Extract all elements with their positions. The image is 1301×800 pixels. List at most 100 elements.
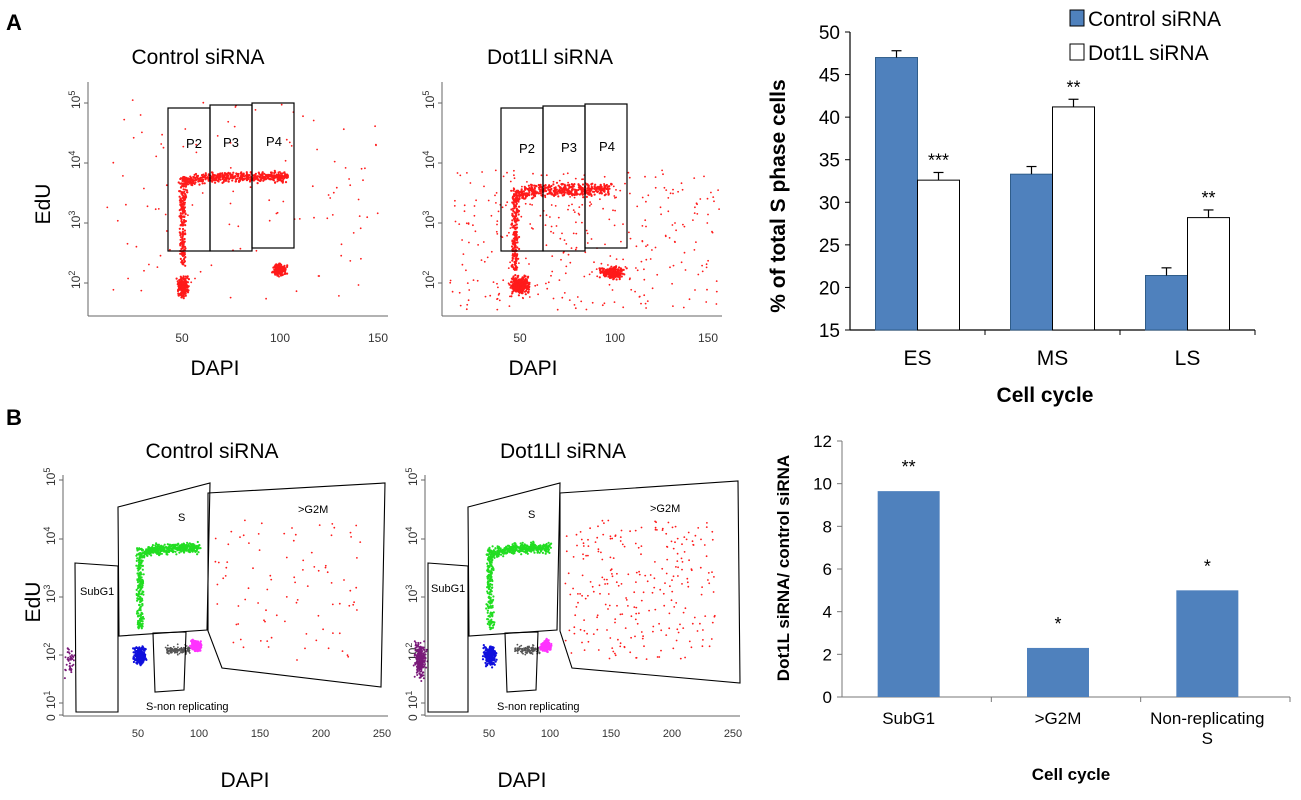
event-dot [509,546,512,549]
event-dot [164,646,167,649]
event-dot [167,647,170,650]
event-dot [596,275,599,278]
event-dot [183,282,186,285]
event-dot [512,547,515,550]
event-dot [574,188,577,192]
event-dot [458,223,461,226]
event-dot [491,600,494,603]
event-dot [604,187,606,190]
event-dot [512,552,515,555]
event-dot [580,300,583,303]
event-dot [138,656,141,659]
event-dot [184,287,187,290]
event-dot [600,262,603,265]
event-dot [663,186,666,189]
event-dot [219,173,222,176]
event-dot [524,279,527,282]
event-dot [618,278,621,281]
event-dot [559,186,562,189]
event-dot [239,638,242,641]
event-dot [132,136,135,139]
event-dot [278,272,281,275]
event-dot [136,597,139,600]
event-dot [510,189,513,192]
event-dot [490,586,494,590]
event-dot [494,169,497,172]
event-dot [492,623,496,626]
event-dot [572,209,575,212]
event-dot [574,177,577,180]
event-dot [248,542,250,544]
event-dot [227,171,230,174]
event-dot [614,209,616,212]
event-dot [143,657,146,660]
event-dot [511,292,513,295]
event-dot [546,192,549,196]
event-dot [264,620,266,623]
event-dot [620,270,623,273]
event-dot [555,225,558,227]
event-dot [257,533,260,535]
event-dot [513,174,515,177]
event-dot [701,270,704,273]
event-dot [629,237,632,240]
event-dot [177,546,180,550]
event-dot [495,658,498,661]
event-dot [557,189,561,193]
event-dot [490,618,493,621]
event-dot [284,271,287,274]
event-dot [561,182,564,186]
event-dot [667,197,670,199]
event-dot [506,171,508,174]
event-dot [239,536,241,538]
event-dot [463,204,466,207]
event-dot [68,667,71,670]
event-dot [671,224,674,226]
event-dot [494,194,496,197]
event-dot [66,647,69,650]
event-dot [682,223,684,226]
event-dot [139,617,142,620]
y-tick-label: 0 [44,714,58,721]
event-dot [544,224,547,227]
event-dot [181,280,184,283]
event-dot [603,271,607,274]
event-dot [136,587,140,590]
event-dot [196,553,199,556]
event-dot [348,178,350,180]
event-dot [185,645,188,647]
event-dot [70,650,73,653]
event-dot [513,169,515,172]
y-tick-label: 104 [421,151,437,169]
event-dot [656,273,659,276]
event-dot [628,176,631,179]
event-dot [521,541,524,544]
event-dot [608,283,611,286]
event-dot [179,275,182,278]
event-dot [545,214,548,217]
event-dot [591,271,593,273]
event-dot [531,546,534,549]
event-dot [707,213,709,216]
event-dot [195,647,198,651]
event-dot [237,180,241,183]
event-dot [603,189,606,192]
gate-label-p3: P3 [561,140,577,155]
y-tick-label: 105 [42,468,58,486]
event-dot [163,550,166,553]
event-dot [168,547,171,551]
event-dot [601,304,604,307]
event-dot [259,640,262,642]
event-dot [487,596,490,599]
event-dot [132,651,135,654]
event-dot [513,284,516,287]
event-dot [568,204,570,207]
event-dot [586,191,589,194]
event-dot [516,237,519,240]
event-dot [358,215,361,218]
event-dot [490,606,493,609]
event-dot [489,583,492,586]
event-dot [522,288,525,291]
event-dot [695,241,697,244]
event-dot [712,196,715,199]
